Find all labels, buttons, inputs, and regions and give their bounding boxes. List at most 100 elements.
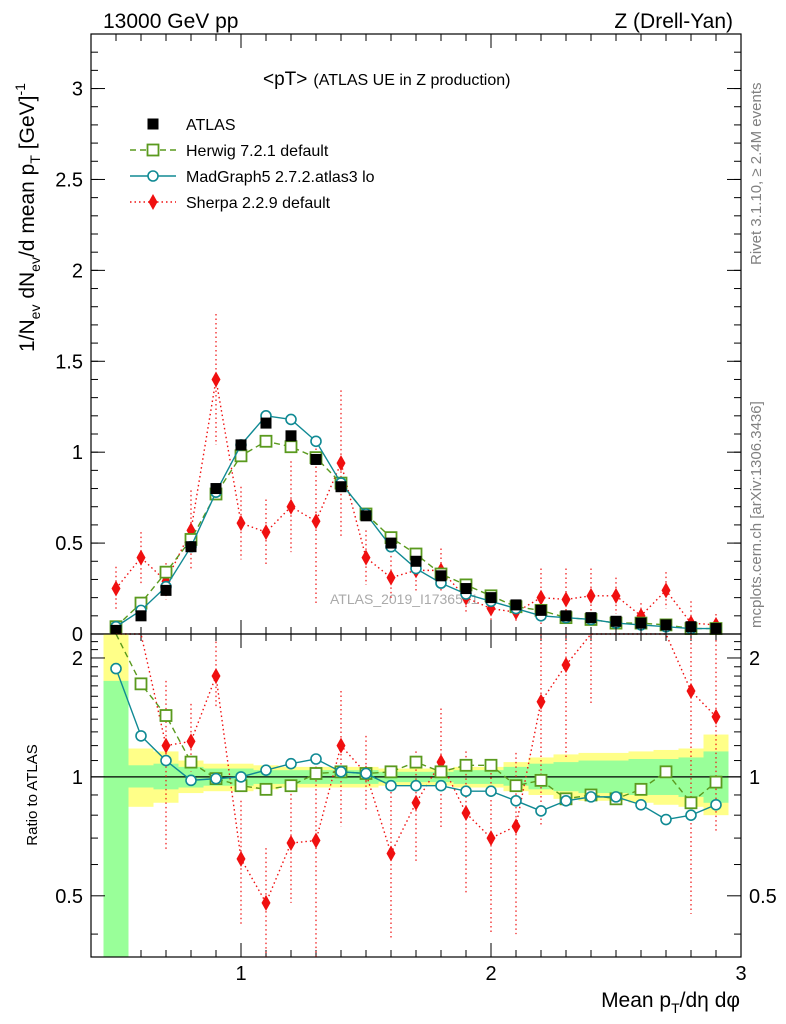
- rivet-version-label: Rivet 3.1.10, ≥ 2.4M events: [748, 83, 765, 266]
- x-tick-label: 3: [735, 963, 746, 985]
- data-point-madgraph5: [660, 813, 672, 826]
- data-point-herwig: [434, 765, 448, 779]
- data-point-sherpa: [461, 805, 471, 822]
- mcplots-label: mcplots.cern.ch [arXiv:1306.3436]: [748, 401, 765, 628]
- data-point-herwig: [459, 758, 473, 772]
- data-point-atlas: [485, 592, 497, 604]
- data-point-sherpa: [561, 591, 571, 608]
- data-point-sherpa: [286, 835, 296, 852]
- data-point-herwig: [284, 440, 298, 454]
- data-point-madgraph5: [460, 785, 472, 797]
- data-point-madgraph5: [310, 435, 322, 448]
- data-point-sherpa: [211, 668, 221, 685]
- ratio-panel: 1 2 3 0.5 0.5 1 1 2 2: [55, 633, 777, 985]
- data-point-sherpa: [661, 582, 671, 599]
- data-point-sherpa: [686, 682, 696, 699]
- data-point-sherpa: [411, 794, 421, 811]
- data-point-herwig: [409, 755, 423, 769]
- legend-label-sherpa: Sherpa 2.2.9 default: [186, 195, 331, 212]
- data-point-atlas: [535, 604, 547, 616]
- data-point-atlas: [635, 617, 647, 629]
- data-point-atlas: [135, 610, 147, 622]
- legend: ATLAS Herwig 7.2.1 default MadGraph5 2.7.2…: [130, 117, 375, 212]
- data-point-madgraph5: [235, 771, 247, 783]
- y-tick-label: 3: [72, 79, 83, 101]
- data-point-sherpa: [161, 737, 171, 754]
- data-point-madgraph5: [260, 764, 272, 776]
- data-point-atlas: [335, 481, 347, 493]
- data-point-herwig: [284, 779, 298, 793]
- data-point-madgraph5: [610, 791, 622, 803]
- data-point-atlas: [235, 439, 247, 451]
- data-point-atlas: [510, 599, 522, 611]
- data-point-sherpa: [586, 587, 596, 604]
- data-point-atlas: [160, 584, 172, 596]
- data-point-madgraph5: [410, 779, 422, 792]
- series-line-sherpa: [115, 379, 717, 626]
- data-point-herwig: [184, 755, 198, 769]
- data-point-herwig: [534, 773, 548, 787]
- data-point-atlas: [585, 612, 597, 624]
- data-point-atlas: [185, 541, 197, 553]
- legend-marker-herwig: [146, 143, 160, 157]
- data-point-atlas: [260, 417, 272, 429]
- ratio-y-tick-label-right: 1: [749, 767, 760, 789]
- analysis-watermark: ATLAS_2019_I1736531: [330, 591, 479, 607]
- data-point-herwig: [159, 709, 173, 722]
- data-point-madgraph5: [210, 772, 222, 785]
- data-point-atlas: [610, 615, 622, 627]
- y-tick-label: 1.5: [55, 351, 83, 373]
- data-point-madgraph5: [710, 798, 722, 811]
- data-point-sherpa: [561, 656, 571, 673]
- data-point-madgraph5: [160, 754, 172, 767]
- ratio-frame: [90, 633, 742, 958]
- legend-marker-atlas: [147, 118, 159, 130]
- ratio-y-tick-label: 1: [72, 767, 83, 789]
- y-tick-label: 0.5: [55, 533, 83, 555]
- data-point-sherpa: [186, 733, 196, 750]
- data-point-sherpa: [511, 818, 521, 835]
- data-point-herwig: [309, 767, 323, 780]
- data-point-sherpa: [311, 513, 321, 530]
- data-point-madgraph5: [535, 805, 547, 817]
- data-point-herwig: [509, 779, 523, 793]
- data-point-madgraph5: [385, 779, 397, 792]
- data-point-atlas: [460, 583, 472, 595]
- data-point-madgraph5: [685, 809, 697, 821]
- data-point-sherpa: [336, 455, 346, 472]
- main-y-axis-label: 1/Nev dNev/d mean pT [GeV]-1: [12, 83, 43, 352]
- data-point-sherpa: [211, 371, 221, 388]
- ratio-y-tick-label: 2: [72, 648, 83, 670]
- data-point-madgraph5: [185, 774, 197, 787]
- data-point-sherpa: [286, 498, 296, 515]
- data-point-madgraph5: [635, 798, 647, 811]
- y-tick-label: 2.5: [55, 169, 83, 191]
- y-tick-label: 2: [72, 260, 83, 282]
- data-point-sherpa: [111, 580, 121, 597]
- data-point-madgraph5: [510, 794, 522, 807]
- data-point-atlas: [660, 619, 672, 631]
- data-point-herwig: [659, 765, 673, 779]
- data-point-herwig: [384, 765, 398, 779]
- data-point-madgraph5: [485, 785, 497, 797]
- data-point-sherpa: [386, 569, 396, 586]
- data-point-sherpa: [536, 589, 546, 606]
- data-point-sherpa: [136, 549, 146, 566]
- data-point-sherpa: [611, 587, 621, 604]
- data-point-madgraph5: [135, 730, 147, 742]
- x-axis-label: Mean pT/dη dφ: [601, 989, 740, 1016]
- data-point-sherpa: [311, 832, 321, 849]
- data-point-atlas: [310, 453, 322, 465]
- ratio-y-tick-label: 0.5: [55, 886, 83, 908]
- ratio-y-tick-label-right: 2: [749, 648, 760, 670]
- header-right: Z (Drell-Yan): [614, 10, 733, 33]
- y-tick-label: 1: [72, 442, 83, 464]
- data-point-herwig: [684, 796, 698, 810]
- data-point-atlas: [285, 430, 297, 442]
- data-point-sherpa: [486, 830, 496, 847]
- data-point-atlas: [560, 610, 572, 622]
- data-point-herwig: [634, 782, 648, 796]
- data-point-sherpa: [536, 693, 546, 710]
- data-point-sherpa: [261, 524, 271, 541]
